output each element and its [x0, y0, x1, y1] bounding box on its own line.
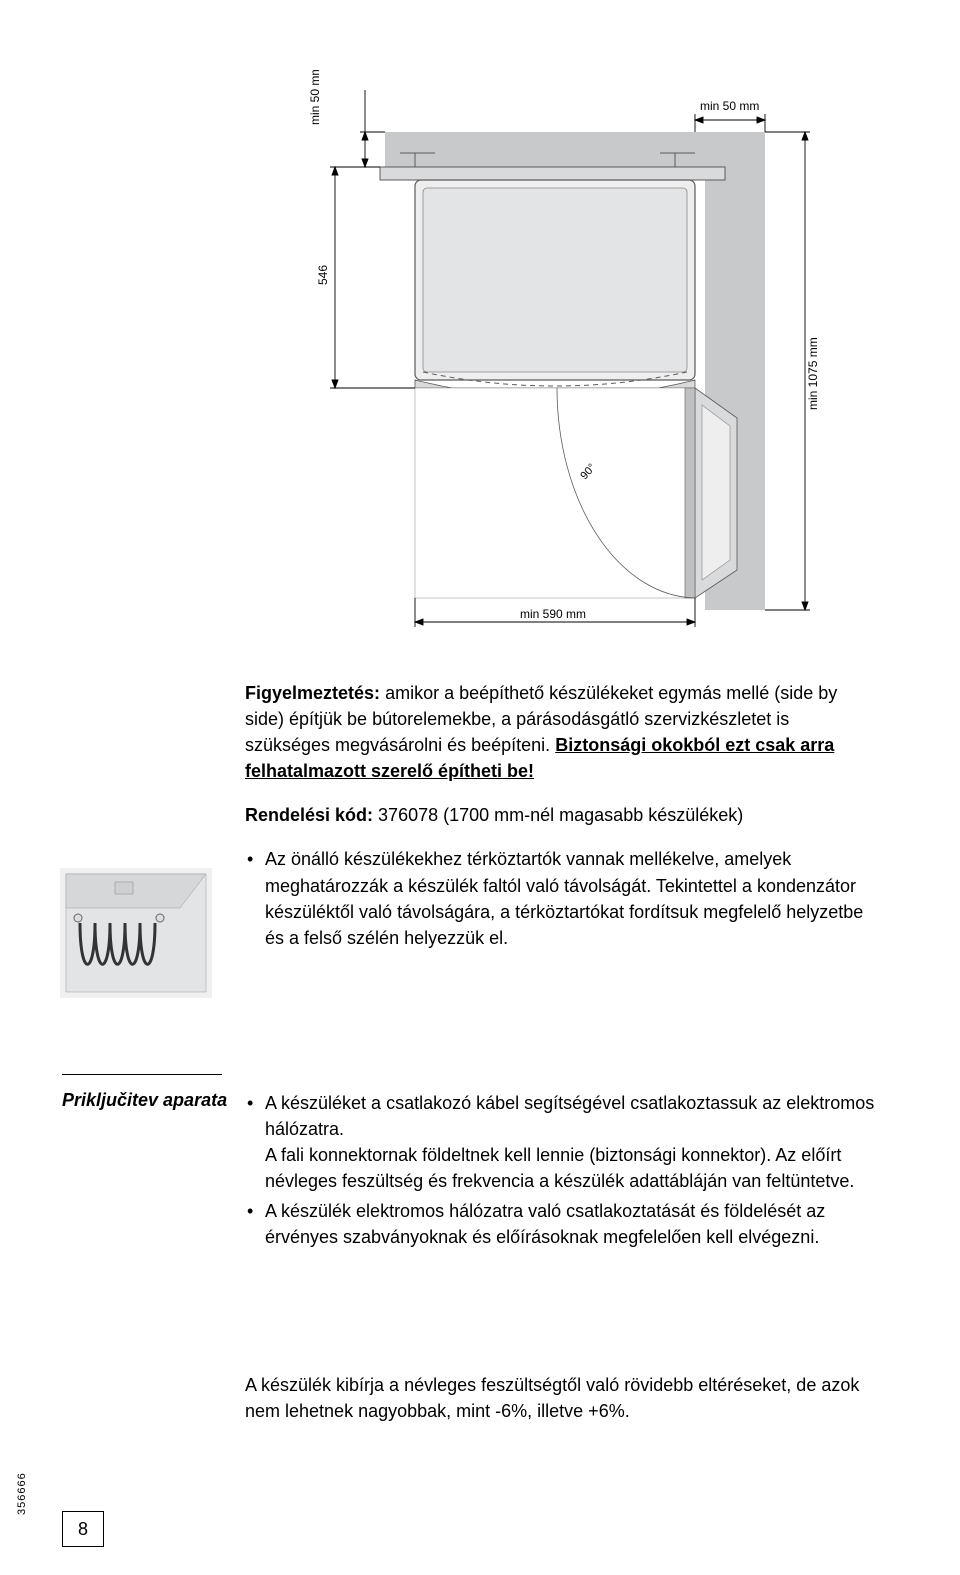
section-heading: Priključitev aparata — [62, 1090, 227, 1111]
dim-top-right: min 50 mm — [700, 99, 759, 113]
page-number: 8 — [62, 1511, 104, 1547]
content-block: Figyelmeztetés: amikor a beépíthető kész… — [245, 680, 875, 955]
spacer-thumbnail — [60, 868, 212, 998]
dim-top-left: min 50 mm — [308, 70, 322, 125]
installation-diagram: 90° min 50 mm min 50 mm 546 — [265, 70, 825, 630]
warning-paragraph: Figyelmeztetés: amikor a beépíthető kész… — [245, 680, 875, 784]
warning-label: Figyelmeztetés: — [245, 683, 380, 703]
dim-right-vertical: min 1075 mm — [806, 337, 820, 410]
connect-bullet-2: A készülék elektromos hálózatra való csa… — [245, 1198, 875, 1250]
bullet-spacers: Az önálló készülékekhez térköztartók van… — [245, 846, 875, 950]
info-bullets: Az önálló készülékekhez térköztartók van… — [245, 846, 875, 950]
diagram-svg: 90° min 50 mm min 50 mm 546 — [265, 70, 825, 630]
connect-p1a: A készüléket a csatlakozó kábel segítség… — [265, 1093, 874, 1139]
section-body: A készüléket a csatlakozó kábel segítség… — [245, 1090, 875, 1255]
connect-p1b: A fali konnektornak földeltnek kell lenn… — [265, 1145, 854, 1191]
dim-left-height: 546 — [316, 265, 330, 285]
tolerance-paragraph: A készülék kibírja a névleges feszültség… — [245, 1372, 875, 1424]
connect-bullet-1: A készüléket a csatlakozó kábel segítség… — [245, 1090, 875, 1194]
section-divider — [62, 1074, 222, 1075]
doc-side-number: 356666 — [16, 1472, 28, 1515]
order-text: 376078 (1700 mm-nél magasabb készülékek) — [378, 805, 743, 825]
dim-bottom: min 590 mm — [520, 607, 586, 621]
order-paragraph: Rendelési kód: 376078 (1700 mm-nél magas… — [245, 802, 875, 828]
order-label: Rendelési kód: — [245, 805, 373, 825]
